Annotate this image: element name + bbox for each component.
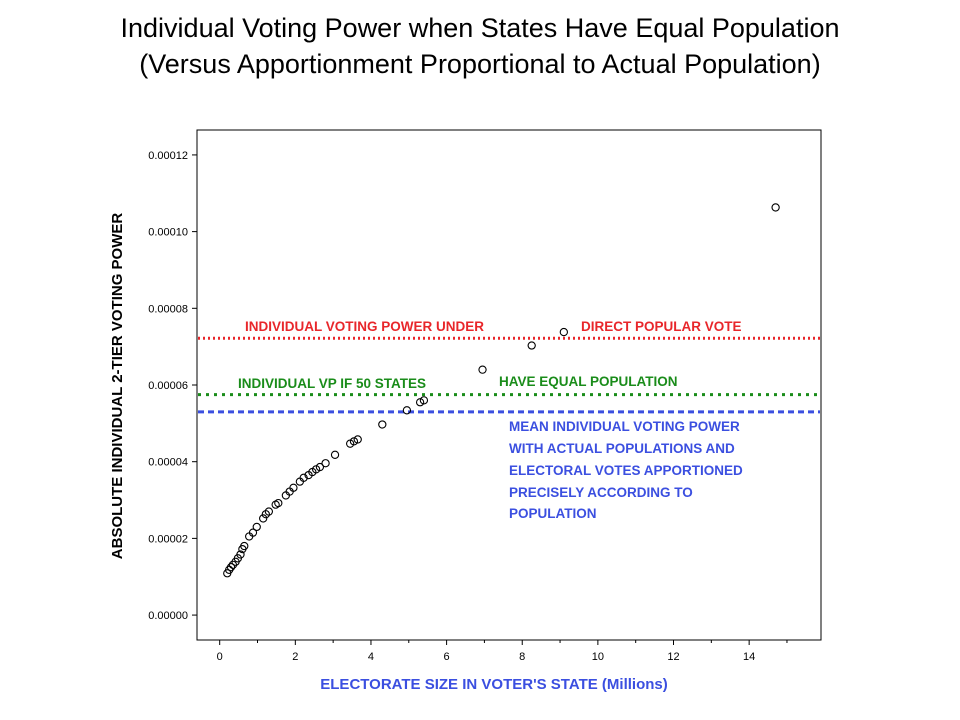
x-tick-label: 8 bbox=[519, 651, 525, 663]
data-point bbox=[315, 462, 325, 472]
x-tick-label: 6 bbox=[444, 651, 450, 663]
annotation-label: PRECISELY ACCORDING TO bbox=[509, 485, 693, 500]
data-point bbox=[252, 522, 261, 532]
y-tick-label: 0.00000 bbox=[148, 610, 188, 622]
y-axis-title: ABSOLUTE INDIVIDUAL 2-TIER VOTING POWER bbox=[109, 213, 126, 560]
plot-frame bbox=[196, 129, 822, 641]
annotation-label: ELECTORAL VOTES APPORTIONED bbox=[509, 463, 743, 478]
slide-title-line1: Individual Voting Power when States Have… bbox=[120, 13, 840, 43]
data-point bbox=[330, 450, 340, 459]
x-axis-title: ELECTORATE SIZE IN VOTER'S STATE (Millio… bbox=[320, 676, 667, 693]
data-point bbox=[240, 541, 249, 551]
x-tick-label: 12 bbox=[667, 651, 679, 663]
data-point bbox=[226, 562, 236, 572]
annotation-label: DIRECT POPULAR VOTE bbox=[581, 319, 742, 334]
annotation-label: INDIVIDUAL VOTING POWER UNDER bbox=[245, 319, 484, 334]
data-points bbox=[223, 203, 780, 578]
y-tick-label: 0.00010 bbox=[148, 227, 188, 239]
slide-title: Individual Voting Power when States Have… bbox=[0, 10, 960, 82]
data-point bbox=[402, 406, 412, 415]
data-point bbox=[299, 473, 308, 482]
data-point bbox=[559, 327, 568, 337]
data-point bbox=[419, 396, 429, 405]
slide-title-line2: (Versus Apportionment Proportional to Ac… bbox=[139, 49, 821, 79]
annotation-label: MEAN INDIVIDUAL VOTING POWER bbox=[509, 419, 740, 434]
x-tick-label: 2 bbox=[292, 651, 298, 663]
data-point bbox=[378, 420, 387, 429]
data-point bbox=[289, 483, 298, 492]
data-point bbox=[248, 528, 258, 537]
annotation-label: INDIVIDUAL VP IF 50 STATES bbox=[238, 376, 426, 391]
x-tick-label: 0 bbox=[217, 651, 223, 663]
data-point bbox=[527, 341, 536, 350]
x-tick-label: 14 bbox=[743, 651, 755, 663]
y-axis: 0.00000 0.00002 0.00004 0.00006 0.00008 0.000… bbox=[148, 130, 198, 640]
x-tick-label: 4 bbox=[368, 651, 374, 663]
data-point bbox=[771, 203, 780, 212]
data-point bbox=[321, 459, 330, 468]
data-point bbox=[353, 435, 362, 444]
annotation-label: POPULATION bbox=[509, 506, 597, 521]
x-axis: 0 2 4 6 8 10 12 14 bbox=[197, 639, 821, 663]
y-tick-label: 0.00012 bbox=[148, 150, 188, 162]
y-tick-label: 0.00002 bbox=[148, 533, 188, 545]
data-point bbox=[259, 514, 268, 523]
data-point bbox=[264, 507, 274, 516]
y-tick-label: 0.00004 bbox=[148, 457, 188, 469]
y-tick-label: 0.00006 bbox=[148, 380, 188, 392]
data-point bbox=[478, 365, 487, 374]
annotation-label: HAVE EQUAL POPULATION bbox=[499, 374, 678, 389]
annotation-label: WITH ACTUAL POPULATIONS AND bbox=[509, 441, 735, 456]
annotations: INDIVIDUAL VOTING POWER UNDER DIRECT POPU… bbox=[238, 319, 743, 521]
reference-lines bbox=[198, 336, 820, 414]
data-point bbox=[236, 550, 245, 559]
x-tick-label: 10 bbox=[592, 651, 604, 663]
y-tick-label: 0.00008 bbox=[148, 303, 188, 315]
data-point bbox=[274, 498, 283, 508]
